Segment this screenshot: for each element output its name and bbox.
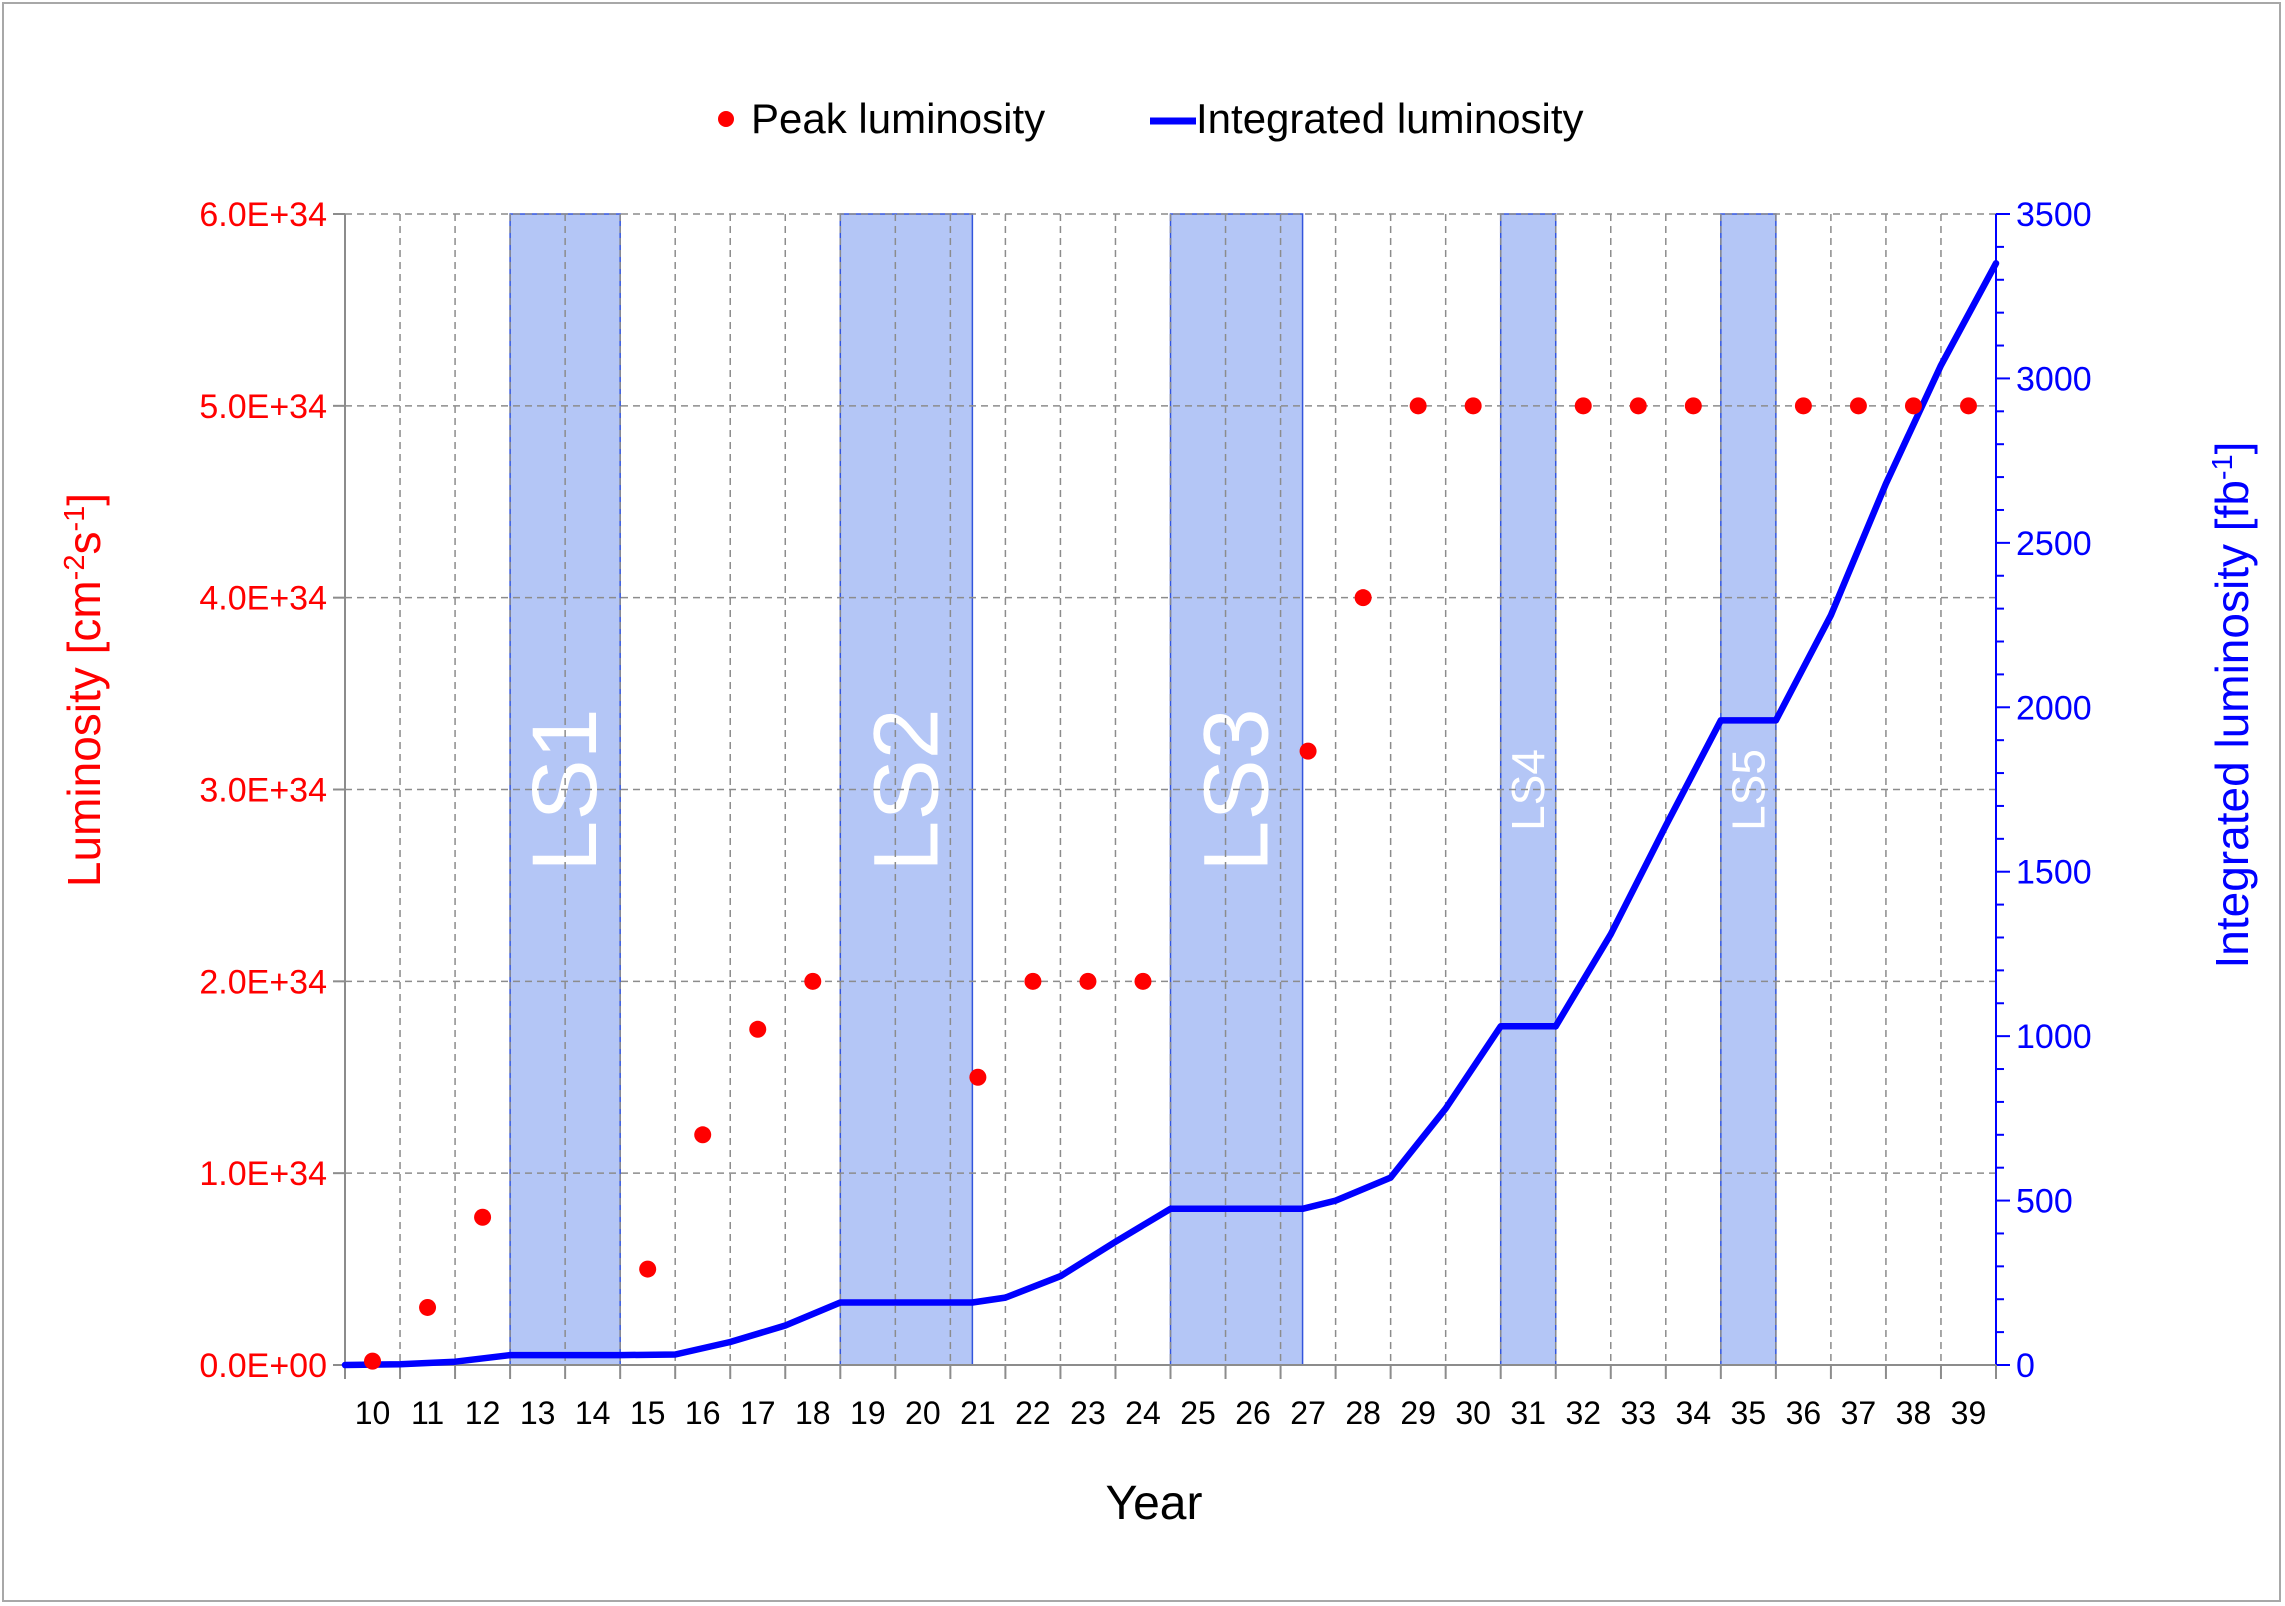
right-axis-title-main: Integrated luminosity [fb <box>2206 480 2258 968</box>
right-axis-title-end: ] <box>2206 442 2258 455</box>
left-axis-title-mid: s <box>58 532 110 555</box>
legend-peak-marker <box>718 111 734 127</box>
peak-luminosity-point <box>1354 589 1372 607</box>
legend: Peak luminosity Integrated luminosity <box>718 95 1584 142</box>
peak-luminosity-point <box>1904 397 1922 415</box>
peak-luminosity-point <box>1299 742 1317 760</box>
x-tick-label: 18 <box>795 1395 831 1431</box>
right-tick-label: 3500 <box>2016 196 2092 234</box>
x-tick-label: 11 <box>411 1395 444 1431</box>
x-tick-label: 21 <box>960 1395 996 1431</box>
peak-luminosity-point <box>474 1208 492 1226</box>
left-axis-title-sup1: -2 <box>59 555 91 581</box>
peak-luminosity-point <box>1024 972 1042 990</box>
x-tick-label: 29 <box>1400 1395 1436 1431</box>
legend-integrated-label: Integrated luminosity <box>1196 95 1584 142</box>
peak-luminosity-point <box>1134 972 1152 990</box>
right-tick-label: 500 <box>2016 1183 2073 1221</box>
x-tick-label: 27 <box>1290 1395 1326 1431</box>
peak-luminosity-point <box>749 1020 767 1038</box>
peak-luminosity-point <box>804 972 822 990</box>
x-tick-label: 33 <box>1620 1395 1656 1431</box>
peak-luminosity-point <box>1794 397 1812 415</box>
shutdown-label-ls2: LS2 <box>855 708 957 872</box>
peak-luminosity-point <box>1574 397 1592 415</box>
left-tick-label: 4.0E+34 <box>199 580 327 618</box>
x-tick-label: 31 <box>1510 1395 1546 1431</box>
x-tick-label: 20 <box>905 1395 941 1431</box>
x-tick-label: 17 <box>740 1395 776 1431</box>
x-axis-ticks: 10 11 12 13 14 15 16 17 18 19 20 21 22 23 24 25 26 27 28 29… <box>344 1365 1997 1431</box>
x-tick-label: 38 <box>1896 1395 1932 1431</box>
integrated-luminosity-line <box>341 260 2000 1369</box>
peak-luminosity-point <box>1684 397 1702 415</box>
right-tick-label: 1500 <box>2016 854 2092 892</box>
peak-luminosity-point <box>639 1260 657 1278</box>
x-tick-label: 25 <box>1180 1395 1216 1431</box>
x-tick-label: 16 <box>685 1395 721 1431</box>
right-axis-title-sup1: -1 <box>2207 454 2239 480</box>
x-tick-label: 34 <box>1676 1395 1712 1431</box>
x-axis-title: Year <box>1106 1477 1203 1530</box>
peak-luminosity-point <box>419 1298 437 1316</box>
peak-luminosity-point <box>1464 397 1482 415</box>
left-axis-title-sup2: -1 <box>59 506 91 532</box>
peak-luminosity-point <box>1629 397 1647 415</box>
peak-luminosity-point <box>364 1352 382 1370</box>
left-axis-title-end: ] <box>58 493 110 506</box>
x-tick-label: 14 <box>575 1395 611 1431</box>
right-tick-label: 2500 <box>2016 525 2092 563</box>
x-tick-label: 13 <box>520 1395 556 1431</box>
x-tick-label: 30 <box>1455 1395 1491 1431</box>
x-tick-label: 26 <box>1235 1395 1271 1431</box>
x-tick-label: 24 <box>1125 1395 1161 1431</box>
left-tick-label: 1.0E+34 <box>199 1155 327 1193</box>
peak-luminosity-point <box>1849 397 1867 415</box>
x-tick-label: 28 <box>1345 1395 1381 1431</box>
peak-luminosity-series <box>364 397 1977 1370</box>
x-tick-label: 19 <box>850 1395 886 1431</box>
x-tick-label: 35 <box>1731 1395 1767 1431</box>
right-axis-ticks: 0 500 1000 1500 2000 2500 3000 3500 <box>1996 196 2092 1385</box>
peak-luminosity-point <box>1079 972 1097 990</box>
x-tick-label: 39 <box>1951 1395 1987 1431</box>
left-axis-title: Luminosity [cm-2s-1] <box>58 493 110 887</box>
integrated-luminosity-series <box>341 260 2000 1369</box>
x-tick-label: 37 <box>1841 1395 1877 1431</box>
x-tick-label: 36 <box>1786 1395 1822 1431</box>
right-tick-label: 2000 <box>2016 689 2092 727</box>
x-tick-label: 32 <box>1565 1395 1601 1431</box>
right-axis-title: Integrated luminosity [fb-1] <box>2206 442 2258 969</box>
x-tick-label: 15 <box>630 1395 666 1431</box>
x-tick-label: 23 <box>1070 1395 1106 1431</box>
left-tick-label: 0.0E+00 <box>199 1347 327 1385</box>
legend-peak-label: Peak luminosity <box>751 95 1045 142</box>
peak-luminosity-point <box>969 1068 987 1086</box>
left-tick-label: 6.0E+34 <box>199 196 327 234</box>
left-tick-label: 3.0E+34 <box>199 772 327 810</box>
left-axis-ticks: 0.0E+00 1.0E+34 2.0E+34 3.0E+34 4.0E+34 5.0E+… <box>199 196 345 1385</box>
x-tick-label: 10 <box>355 1395 391 1431</box>
left-tick-label: 2.0E+34 <box>199 963 327 1001</box>
x-tick-label: 12 <box>465 1395 501 1431</box>
x-tick-label: 22 <box>1015 1395 1051 1431</box>
right-tick-label: 3000 <box>2016 360 2092 398</box>
peak-luminosity-point <box>1959 397 1977 415</box>
left-axis-title-main: Luminosity [cm <box>58 580 110 887</box>
peak-luminosity-point <box>1409 397 1427 415</box>
right-tick-label: 0 <box>2016 1347 2035 1385</box>
right-tick-label: 1000 <box>2016 1018 2092 1056</box>
peak-luminosity-point <box>694 1126 712 1144</box>
left-tick-label: 5.0E+34 <box>199 388 327 426</box>
